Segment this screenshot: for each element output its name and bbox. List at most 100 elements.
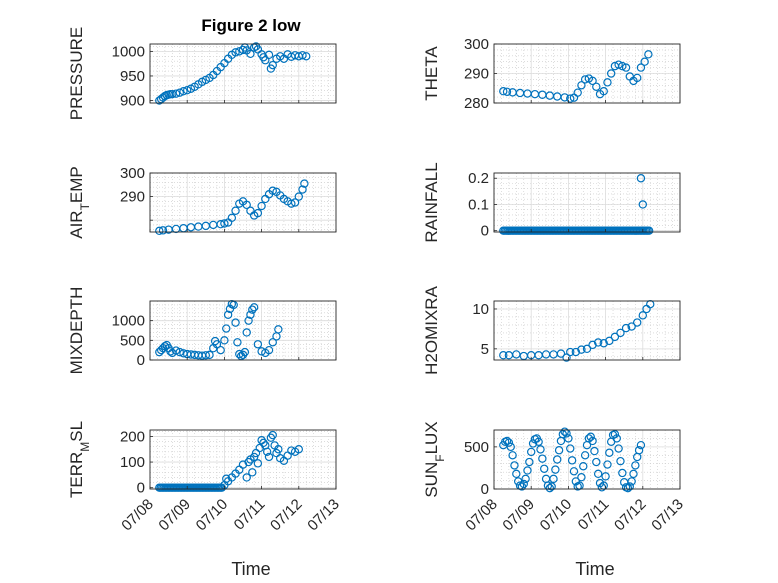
y-tick-label: 280 — [464, 95, 489, 112]
data-point — [573, 88, 582, 97]
y-tick-label: 1000 — [112, 43, 145, 60]
data-point — [625, 482, 634, 491]
y-tick-label: 1000 — [112, 313, 145, 330]
data-point — [510, 461, 519, 470]
subplot-5: 0 500 1000 MIXDEPTH — [67, 287, 337, 374]
data-point — [540, 464, 549, 473]
x-tick-label: 07/12 — [267, 496, 306, 535]
data-point — [274, 325, 283, 334]
data-point — [586, 432, 595, 441]
data-point — [242, 473, 251, 482]
data-point — [268, 186, 277, 195]
data-point — [616, 328, 625, 338]
data-point — [240, 347, 250, 357]
y-tick-label: 0.1 — [468, 196, 489, 213]
data-point — [627, 477, 636, 486]
data-point — [593, 469, 603, 479]
data-point — [248, 468, 257, 477]
axes-frame — [149, 429, 337, 490]
x-tick-label: 07/08 — [462, 496, 501, 535]
y-tick-label: 100 — [120, 454, 145, 471]
data-point — [631, 461, 640, 470]
plot-area — [494, 173, 680, 232]
data-point — [242, 200, 251, 210]
x-tick-label: 07/13 — [304, 496, 343, 535]
data-point — [171, 89, 181, 98]
data-point — [182, 86, 192, 95]
y-tick-label: 300 — [464, 36, 489, 53]
data-point — [590, 446, 599, 456]
data-point — [618, 61, 627, 71]
y-tick-label: 200 — [120, 428, 145, 445]
y-tick-label: 900 — [120, 93, 145, 110]
data-point — [519, 479, 528, 489]
data-point — [638, 200, 648, 209]
data-point — [612, 434, 621, 443]
data-point — [562, 353, 571, 362]
data-point — [268, 430, 277, 440]
data-point — [629, 469, 638, 479]
x-tick-label: 07/09 — [499, 496, 538, 535]
y-axis-label: RAINFALL — [422, 162, 441, 242]
data-point — [566, 444, 575, 453]
data-point — [601, 472, 610, 481]
data-point — [205, 350, 214, 360]
data-point — [238, 45, 248, 55]
data-point — [158, 226, 168, 235]
data-point — [246, 310, 255, 319]
data-point — [201, 351, 210, 360]
data-point — [231, 48, 240, 57]
data-point — [499, 86, 508, 96]
subplot-3: 290 300 AIRTEMP — [67, 165, 337, 239]
data-point — [638, 311, 648, 320]
data-point — [582, 344, 592, 354]
data-point — [227, 213, 237, 223]
axes-frame — [149, 172, 337, 233]
data-point — [300, 179, 309, 188]
data-point — [523, 466, 532, 475]
x-tick-label: 07/11 — [575, 496, 613, 534]
data-point — [534, 437, 543, 446]
data-point — [545, 483, 555, 493]
data-point — [242, 328, 251, 337]
data-point — [606, 69, 616, 78]
axes-frame — [493, 300, 681, 361]
data-point — [266, 433, 276, 442]
data-point — [618, 468, 627, 478]
data-point — [566, 94, 575, 103]
y-axis-label: H2OMIXRA — [422, 285, 441, 374]
axes-frame — [493, 172, 681, 233]
data-point — [287, 199, 296, 208]
data-point — [616, 456, 625, 466]
data-point — [517, 482, 527, 491]
axes-frame — [493, 429, 681, 490]
data-point — [508, 451, 517, 460]
data-point — [504, 438, 514, 447]
data-point — [249, 303, 259, 312]
data-point — [521, 474, 530, 484]
data-point — [290, 198, 300, 207]
data-point — [566, 347, 575, 357]
data-point — [579, 462, 588, 471]
data-point — [212, 340, 222, 349]
data-point — [577, 345, 586, 354]
data-point — [231, 206, 240, 215]
data-point — [580, 451, 590, 460]
data-point — [536, 445, 545, 454]
data-point — [268, 338, 277, 347]
data-point — [274, 445, 283, 454]
data-point — [253, 459, 263, 468]
y-tick-label: 0 — [137, 352, 145, 369]
x-axis-label-right: Time — [575, 559, 614, 579]
data-point — [588, 436, 597, 446]
data-point — [294, 445, 303, 454]
y-tick-label: 0 — [481, 223, 489, 240]
data-point — [560, 427, 569, 436]
subplot-1: 900 950 1000 PRESSURE — [67, 27, 337, 121]
data-point — [634, 446, 644, 455]
data-point — [217, 483, 226, 492]
data-point — [621, 323, 631, 333]
y-axis-label: PRESSURE — [67, 27, 86, 121]
